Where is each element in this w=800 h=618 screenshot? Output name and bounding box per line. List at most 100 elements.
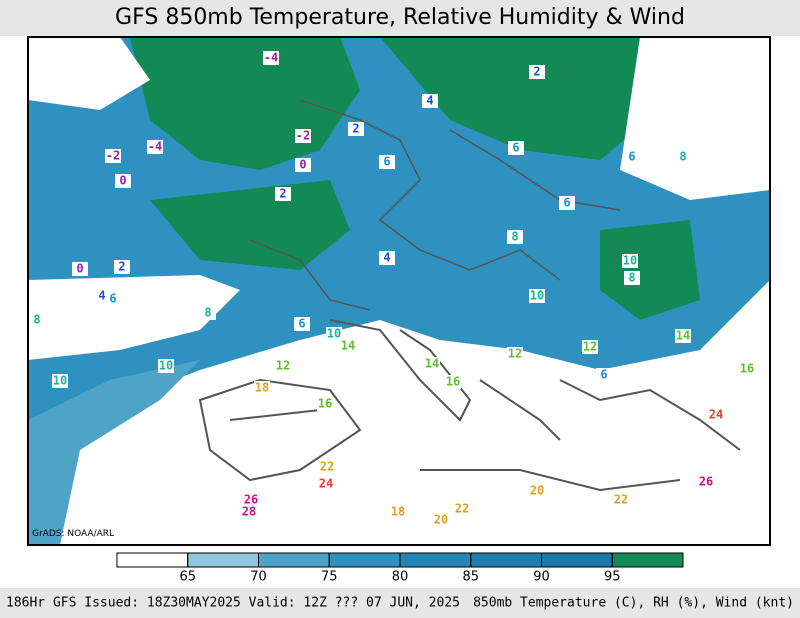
contour-label: 6 — [600, 368, 607, 382]
contour-label: 22 — [455, 502, 469, 516]
contour-label-box — [529, 65, 545, 79]
contour-label-box — [105, 149, 121, 163]
contour-label: 8 — [679, 150, 686, 164]
contour-label: 22 — [320, 460, 334, 474]
colorbar: 65 70 75 80 85 90 95 — [116, 552, 684, 585]
colorbar-swatch — [470, 552, 542, 568]
contour-label-box — [739, 362, 755, 376]
contour-label: 4 — [426, 94, 433, 108]
colorbar-swatch — [399, 552, 472, 568]
contour-label-box — [241, 505, 257, 519]
contour-label: 8 — [33, 313, 40, 327]
contour-label-box — [158, 359, 174, 373]
contour-label-box — [317, 397, 333, 411]
contour-label: 12 — [508, 347, 522, 361]
contour-label-box — [582, 340, 598, 354]
colorbar-swatch — [611, 552, 684, 568]
contour-label-box — [243, 493, 259, 507]
contour-label: 18 — [391, 505, 405, 519]
contour-label-box — [508, 141, 524, 155]
contour-label-box — [390, 505, 406, 519]
contour-label-box — [319, 460, 335, 474]
coastline — [329, 319, 741, 492]
coastline — [198, 378, 362, 482]
contour-label-box — [422, 94, 438, 108]
contour-label-box — [624, 271, 640, 285]
contour-label-box — [379, 251, 395, 265]
contour-label: 14 — [676, 329, 690, 343]
contour-label-box — [433, 513, 449, 527]
contour-label-box — [318, 477, 334, 491]
contour-label-box — [52, 374, 68, 388]
contour-label: 2 — [118, 260, 125, 274]
contour-label-box — [295, 158, 311, 172]
contour-label-box — [340, 339, 356, 353]
contour-label-box — [445, 375, 461, 389]
contour-label: 8 — [628, 271, 635, 285]
contour-label: 2 — [533, 65, 540, 79]
contour-label-box — [424, 357, 440, 371]
rh-area — [600, 220, 700, 320]
contour-label: 6 — [512, 141, 519, 155]
contour-label: 16 — [318, 397, 332, 411]
contour-label-box — [275, 187, 291, 201]
contour-label-box — [275, 359, 291, 373]
rh-area — [28, 360, 200, 545]
contour-label: 20 — [530, 484, 544, 498]
contour-label-box — [295, 129, 311, 143]
contour-label: 16 — [446, 375, 460, 389]
contour-label: 28 — [242, 505, 256, 519]
contour-label: 10 — [623, 254, 637, 268]
contour-label: 26 — [699, 475, 713, 489]
contour-label-box — [114, 260, 130, 274]
contour-label: -4 — [148, 140, 162, 154]
contour-label: 14 — [341, 339, 355, 353]
contour-label: 10 — [159, 359, 173, 373]
contour-label-box — [596, 368, 612, 382]
contour-label: 8 — [204, 306, 211, 320]
contour-label: 4 — [98, 289, 105, 303]
contour-label: 10 — [327, 327, 341, 341]
credit: GrADS: NOAA/ARL — [32, 529, 114, 539]
contour-label: 6 — [298, 317, 305, 331]
contour-label-box — [147, 140, 163, 154]
contour-label: 0 — [119, 174, 126, 188]
contour-label-box — [326, 327, 342, 341]
contour-label: 4 — [383, 251, 390, 265]
contour-label-box — [379, 155, 395, 169]
dry-area — [28, 275, 240, 360]
contour-label: 2 — [279, 187, 286, 201]
contour-label: 6 — [109, 292, 116, 306]
contour-label: 12 — [276, 359, 290, 373]
contour-label: 10 — [530, 289, 544, 303]
footer-bar — [0, 588, 800, 618]
colorbar-swatch — [116, 552, 189, 568]
rh-area — [380, 37, 660, 160]
dry-area — [28, 280, 770, 545]
contour-label-box — [507, 347, 523, 361]
contour-label: -2 — [106, 149, 120, 163]
contour-label: 8 — [511, 230, 518, 244]
colorbar-label: 85 — [462, 570, 479, 585]
contour-label: 18 — [255, 381, 269, 395]
colorbar-label: 90 — [533, 570, 550, 585]
rh-area — [150, 180, 350, 270]
contour-label: 10 — [53, 374, 67, 388]
contour-label-box — [698, 475, 714, 489]
contour-label: 6 — [383, 155, 390, 169]
contour-label-box — [559, 196, 575, 210]
contour-label: 0 — [299, 158, 306, 172]
contour-label-box — [263, 51, 279, 65]
dry-area — [620, 37, 770, 200]
contour-label-box — [613, 493, 629, 507]
colorbar-swatch — [541, 552, 613, 568]
dry-area — [28, 37, 150, 110]
contour-label: 26 — [244, 493, 258, 507]
contour-label-box — [72, 262, 88, 276]
contour-label-box — [254, 381, 270, 395]
footer-left: 186Hr GFS Issued: 18Z30MAY2025 Valid: 12… — [6, 596, 460, 611]
contour-label: 12 — [583, 340, 597, 354]
contour-label: 14 — [425, 357, 439, 371]
